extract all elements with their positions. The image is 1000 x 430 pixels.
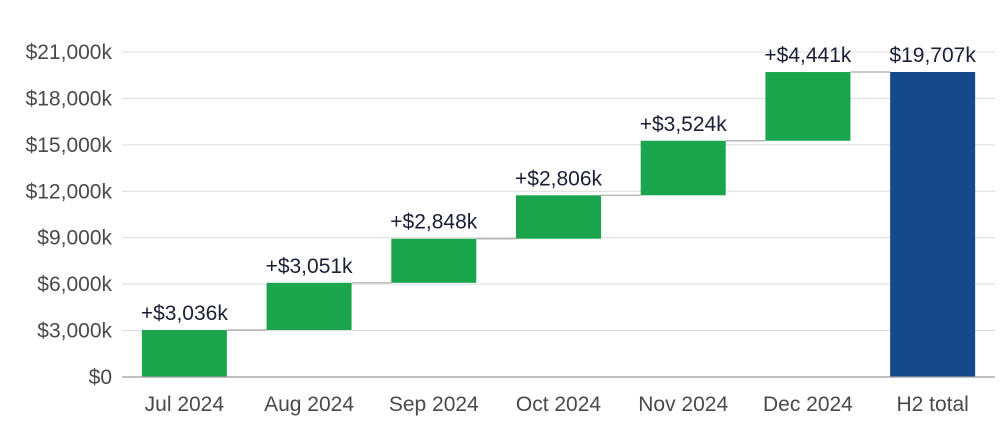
x-category-label: Dec 2024: [763, 393, 853, 416]
gridlines: [122, 51, 995, 332]
data-label: +$4,441k: [764, 44, 851, 67]
y-tick-label: $18,000k: [26, 87, 113, 110]
increase-bar: [765, 72, 851, 141]
bars: [141, 72, 976, 377]
x-category-label: Nov 2024: [638, 393, 728, 416]
y-axis-tick-labels: $0 $3,000k $6,000k $9,000k $12,000k $15,000k $…: [26, 41, 113, 389]
x-category-label: H2 total: [896, 393, 968, 416]
data-labels: +$3,036k +$3,051k +$2,848k +$2,806k +$3,524k…: [141, 44, 976, 325]
total-bar: [890, 72, 976, 377]
data-label: +$3,051k: [266, 255, 353, 278]
y-tick-label: $0: [89, 366, 112, 389]
data-label: +$2,806k: [515, 167, 602, 190]
increase-bar: [141, 330, 227, 377]
y-tick-label: $9,000k: [37, 227, 112, 250]
y-tick-label: $21,000k: [26, 41, 113, 64]
x-category-label: Sep 2024: [389, 393, 479, 416]
y-tick-label: $15,000k: [26, 134, 113, 157]
data-label: +$2,848k: [390, 211, 477, 234]
increase-bar: [266, 282, 352, 331]
x-category-label: Oct 2024: [516, 393, 602, 416]
x-category-label: Aug 2024: [264, 393, 354, 416]
increase-bar: [391, 238, 477, 283]
data-label: +$3,036k: [141, 302, 228, 325]
y-tick-label: $3,000k: [37, 320, 112, 343]
y-tick-label: $6,000k: [37, 273, 112, 296]
bar-connectors: [226, 71, 891, 331]
x-axis-category-labels: Jul 2024 Aug 2024 Sep 2024 Oct 2024 Nov 2024…: [145, 393, 969, 416]
data-label: +$3,524k: [640, 113, 727, 136]
increase-bar: [640, 140, 726, 196]
data-label: $19,707k: [889, 44, 976, 67]
x-category-label: Jul 2024: [145, 393, 225, 416]
increase-bar: [516, 195, 601, 239]
y-tick-label: $12,000k: [26, 180, 113, 203]
